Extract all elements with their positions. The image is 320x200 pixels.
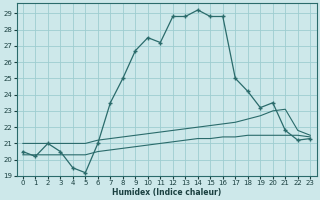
X-axis label: Humidex (Indice chaleur): Humidex (Indice chaleur)	[112, 188, 221, 197]
